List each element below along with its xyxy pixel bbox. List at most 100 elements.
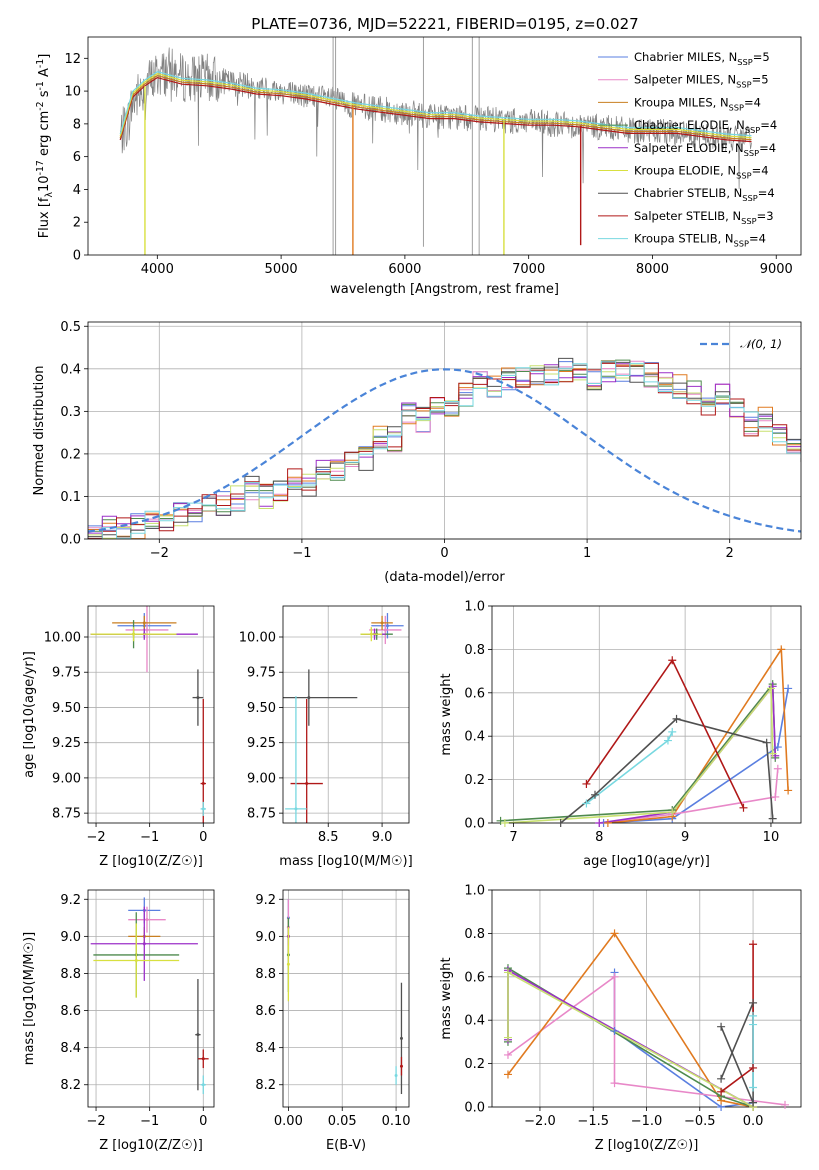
x-tick-label: 0 (199, 830, 207, 845)
data-point (294, 807, 298, 811)
y-tick-label: 9.75 (247, 666, 276, 681)
y-tick-label: 9.0 (255, 930, 276, 945)
x-tick-label: −1 (140, 830, 159, 845)
mass-weight-marker (595, 819, 604, 827)
y-tick-label: 8.2 (60, 1078, 81, 1093)
data-point (142, 942, 146, 946)
plot-area (286, 899, 403, 1095)
legend-entry-label: Salpeter ELODIE, NSSP=4 (634, 141, 776, 158)
y-tick-label: 9.75 (52, 666, 81, 681)
spectrum-panel: 4000 5000 6000 7000 8000 9000 0 2 4 6 8 10 12 wavelen… (35, 36, 802, 297)
plot-area (119, 37, 752, 255)
mass-weight-series-line (507, 931, 754, 1107)
legend-entry-label: Chabrier STELIB, NSSP=4 (634, 186, 775, 203)
y-tick-label: 0.3 (60, 405, 81, 420)
mass-weight-marker (749, 1083, 758, 1092)
y-tick-label: 9.00 (247, 771, 276, 786)
mass-weight-series-line (613, 972, 754, 1107)
x-tick-label: −2 (86, 830, 105, 845)
y-tick-label: 8 (73, 117, 81, 132)
mass-weight-marker (503, 1070, 512, 1079)
legend-entry-label: 𝒩(0, 1) (740, 337, 782, 351)
observed-spectrum-line (119, 47, 752, 190)
x-axis-label: Z [log10(Z/Z☉)] (595, 1138, 699, 1153)
mass-weight-marker (768, 749, 777, 758)
data-point (380, 621, 384, 625)
residual-histogram-series (88, 364, 801, 539)
y-tick-label: 8.6 (255, 1004, 276, 1019)
data-point (307, 696, 311, 700)
data-point (201, 782, 205, 786)
data-point (145, 628, 149, 632)
y-tick-label: 0.2 (464, 773, 485, 788)
data-point (145, 918, 149, 922)
mass-weight-marker (771, 792, 780, 801)
y-tick-label: 0.6 (464, 970, 485, 985)
axes-frame (87, 889, 215, 1108)
plot-area (283, 613, 404, 823)
y-axis-label: age [log10(age/yr)] (22, 651, 37, 778)
y-tick-label: 9.00 (52, 771, 81, 786)
x-tick-label: −2 (150, 546, 169, 561)
legend-entry-label: Kroupa STELIB, NSSP=4 (634, 232, 766, 249)
data-point (305, 782, 309, 786)
mass-weight-marker (672, 714, 681, 723)
data-point (132, 632, 136, 636)
x-axis-label: age [log10(age/yr)] (583, 854, 710, 869)
axes-frame (491, 889, 802, 1108)
residual-histogram-series (88, 360, 801, 539)
mass-weight-marker (717, 1087, 726, 1096)
data-point (383, 628, 387, 632)
mass-weight-marker (668, 656, 677, 665)
data-point (286, 962, 290, 966)
x-tick-label: 9000 (760, 262, 793, 277)
y-tick-label: 0.2 (464, 1057, 485, 1072)
mass-weight-marker (503, 1050, 512, 1059)
data-point (196, 1033, 200, 1037)
legend-entry-label: Kroupa ELODIE, NSSP=4 (634, 164, 769, 181)
data-point (201, 1083, 205, 1087)
mass-weight-series-line (603, 688, 789, 823)
y-axis-label: mass weight (439, 673, 454, 755)
mass-weight-marker (766, 684, 775, 693)
y-tick-label: 9.50 (247, 701, 276, 716)
y-tick-label: 0.0 (60, 533, 81, 548)
mass-weight-marker (610, 1079, 619, 1088)
x-tick-label: 6000 (388, 262, 421, 277)
mass-weight-marker (781, 1100, 790, 1109)
x-tick-label: 9 (681, 830, 689, 845)
legend-entry-label: Kroupa MILES, NSSP=4 (634, 95, 761, 112)
mass-weight-series-line (504, 686, 774, 823)
residual-histogram-series (88, 360, 801, 539)
age-vs-mass-panel: 8.5 9.0 8.75 9.00 9.25 9.50 9.75 10.00 mass [log… (239, 605, 413, 869)
axes-frame (282, 889, 410, 1108)
y-tick-label: 0 (73, 249, 81, 264)
mass-weight-marker (762, 738, 771, 747)
mass-weight-marker (496, 816, 505, 825)
y-tick-label: 9.0 (60, 930, 81, 945)
y-tick-label: 12 (64, 52, 81, 67)
y-tick-label: 9.2 (60, 893, 81, 908)
mass-weight-marker (749, 1011, 758, 1020)
axes-frame (491, 605, 802, 824)
x-tick-label: 10 (763, 830, 780, 845)
x-tick-label: 0.0 (743, 1114, 764, 1129)
y-axis-label: mass weight (439, 957, 454, 1039)
x-tick-label: 8 (595, 830, 603, 845)
mass-weight-marker (749, 1098, 758, 1107)
axes-frame (282, 605, 410, 824)
data-point (394, 1073, 398, 1077)
y-axis-label: Flux [fλ10-17 erg cm-2 s-1 A-1] (35, 54, 55, 239)
x-tick-label: 8.5 (318, 830, 339, 845)
mass-vs-metallicity-panel: −2 −1 0 8.2 8.4 8.6 8.8 9.0 9.2 Z [log10(Z/Z☉)] ma… (22, 889, 215, 1153)
mass-weight-marker (717, 1074, 726, 1083)
mass-weight-marker (500, 819, 509, 827)
legend-entry-label: Salpeter MILES, NSSP=5 (634, 73, 769, 90)
mass-weight-marker (773, 764, 782, 773)
y-tick-label: 8.4 (255, 1041, 276, 1056)
x-tick-label: 2 (726, 546, 734, 561)
legend-entry-label: Salpeter STELIB, NSSP=3 (634, 209, 774, 226)
residual-histogram-series (88, 359, 801, 539)
y-tick-label: 1.0 (464, 600, 485, 615)
mass-weight-marker (503, 1033, 512, 1042)
